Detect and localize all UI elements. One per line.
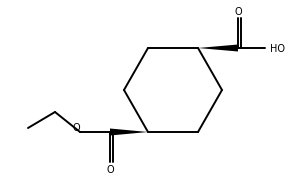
- Text: O: O: [106, 165, 114, 175]
- Polygon shape: [198, 44, 238, 52]
- Polygon shape: [110, 129, 148, 136]
- Text: O: O: [234, 7, 242, 17]
- Text: O: O: [72, 123, 80, 133]
- Text: HO: HO: [270, 44, 285, 54]
